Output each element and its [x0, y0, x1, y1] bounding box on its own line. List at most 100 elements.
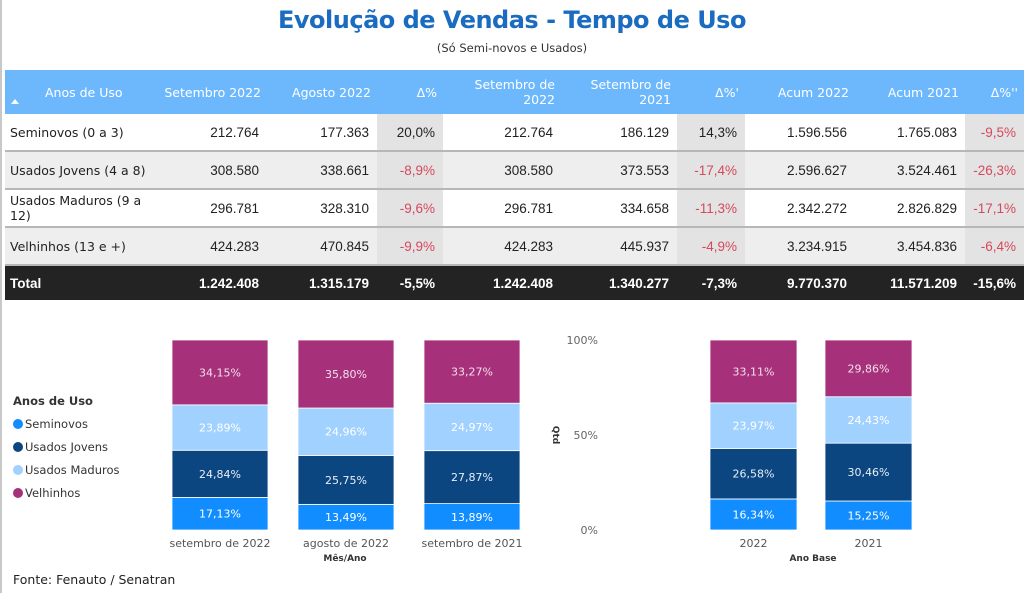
legend-item[interactable]: Usados Jovens [13, 435, 120, 458]
page-title: Evolução de Vendas - Tempo de Uso [278, 6, 746, 34]
column-header-4[interactable]: Setembro de 2022 [443, 70, 561, 114]
total-row[interactable]: Total 1.242.408 1.315.179 -5,5% 1.242.408 1.3… [5, 265, 1024, 300]
bar-segment[interactable] [709, 339, 798, 404]
y-tick-label: 100% [567, 334, 598, 347]
table-row[interactable]: Seminovos (0 a 3) 212.764 177.363 20,0% 212.… [5, 114, 1024, 152]
data-label: 24,84% [199, 468, 241, 481]
sales-matrix-table: Anos de Uso Setembro 2022 Agosto 2022 Δ% Set… [5, 70, 1024, 300]
column-header-label: Acum 2021 [887, 84, 959, 100]
delta-cell: -9,5% [965, 114, 1024, 152]
value-cell: 11.571.209 [855, 265, 965, 300]
data-label: 27,87% [451, 471, 493, 484]
value-cell: 373.553 [561, 151, 677, 190]
delta-cell: -9,9% [377, 227, 443, 266]
bar-segment[interactable] [171, 449, 269, 498]
value-cell: 2.596.627 [745, 151, 855, 190]
data-label: 25,75% [325, 474, 367, 487]
value-cell: 1.340.277 [561, 265, 677, 300]
bar-segment[interactable] [709, 498, 798, 531]
bar-segment[interactable] [824, 339, 913, 398]
page-subtitle: (Só Semi-novos e Usados) [436, 41, 588, 55]
value-cell: 1.315.179 [267, 265, 377, 300]
chart-legend: Anos de Uso Seminovos Usados Jovens Usados… [13, 394, 120, 504]
column-header-1[interactable]: Setembro 2022 [161, 70, 267, 114]
legend-label: Velhinhos [25, 485, 81, 500]
legend-dot-icon [13, 487, 23, 498]
table-row[interactable]: Usados Maduros (9 a 12) 296.781 328.310 -9,… [5, 189, 1024, 228]
bar-segment[interactable] [423, 503, 521, 531]
data-label: 24,43% [848, 414, 890, 427]
delta-cell: -17,1% [965, 189, 1024, 228]
value-cell: 212.764 [161, 114, 267, 152]
data-label: 16,34% [733, 508, 775, 521]
data-label: 30,46% [848, 466, 890, 479]
value-cell: 3.454.836 [855, 227, 965, 266]
legend-title: Anos de Uso [13, 394, 93, 408]
bar-segment[interactable] [171, 404, 269, 451]
data-label: 35,80% [325, 368, 367, 381]
legend-label: Usados Maduros [25, 462, 120, 477]
data-label: 23,89% [199, 422, 241, 435]
data-label: 33,11% [733, 365, 775, 378]
bar-segment[interactable] [297, 503, 395, 531]
value-cell: 177.363 [267, 114, 377, 152]
column-header-label: Δ%' [715, 84, 739, 100]
row-label: Total [5, 265, 161, 300]
column-header-label: Anos de Uso [45, 84, 123, 100]
column-header-6[interactable]: Δ%' [677, 70, 745, 114]
column-header-0[interactable]: Anos de Uso [5, 70, 161, 114]
row-label: Usados Jovens (4 a 8) [5, 151, 161, 190]
column-header-5[interactable]: Setembro de 2021 [561, 70, 677, 114]
x-tick-label: agosto de 2022 [303, 537, 389, 550]
column-header-label: Setembro 2022 [164, 84, 261, 100]
column-header-label: Setembro de 2021 [590, 77, 671, 107]
column-header-3[interactable]: Δ% [377, 70, 443, 114]
delta-cell: 14,3% [677, 114, 745, 152]
value-cell: 308.580 [161, 151, 267, 190]
value-cell: 2.342.272 [745, 189, 855, 228]
table-row[interactable]: Usados Jovens (4 a 8) 308.580 338.661 -8,9%… [5, 151, 1024, 190]
column-header-8[interactable]: Acum 2021 [855, 70, 965, 114]
value-cell: 9.770.370 [745, 265, 855, 300]
column-header-label: Agosto 2022 [292, 84, 371, 100]
delta-cell: -7,3% [677, 265, 745, 300]
bar-segment[interactable] [297, 407, 395, 456]
column-header-9[interactable]: Δ%'' [965, 70, 1024, 114]
bar-segment[interactable] [297, 455, 395, 505]
value-cell: 296.781 [161, 189, 267, 228]
legend-dot-icon [13, 464, 23, 475]
legend-item[interactable]: Seminovos [13, 412, 120, 435]
table-header-row: Anos de Uso Setembro 2022 Agosto 2022 Δ% Set… [5, 70, 1024, 114]
value-cell: 186.129 [561, 114, 677, 152]
delta-cell: -6,4% [965, 227, 1024, 266]
bar-segment[interactable] [423, 402, 521, 452]
value-cell: 296.781 [443, 189, 561, 228]
x-axis-title: Mês/Ano [323, 553, 366, 564]
data-label: 24,96% [325, 426, 367, 439]
column-header-label: Δ%'' [990, 84, 1018, 100]
delta-cell: -5,5% [377, 265, 443, 300]
value-cell: 1.242.408 [161, 265, 267, 300]
delta-cell: -11,3% [677, 189, 745, 228]
value-cell: 1.242.408 [443, 265, 561, 300]
bar-segment[interactable] [423, 339, 521, 404]
column-header-7[interactable]: Acum 2022 [745, 70, 855, 114]
value-cell: 1.765.083 [855, 114, 965, 152]
legend-item[interactable]: Velhinhos [13, 481, 120, 504]
column-header-label: Setembro de 2022 [474, 77, 555, 107]
column-header-label: Acum 2022 [777, 84, 849, 100]
sort-ascending-icon[interactable] [11, 99, 19, 104]
data-label: 13,89% [451, 511, 493, 524]
column-header-2[interactable]: Agosto 2022 [267, 70, 377, 114]
bar-segment[interactable] [423, 450, 521, 505]
bar-segment[interactable] [171, 339, 269, 406]
bar-segment[interactable] [297, 339, 395, 409]
legend-item[interactable]: Usados Maduros [13, 458, 120, 481]
data-label: 29,86% [848, 362, 890, 375]
table-row[interactable]: Velhinhos (13 e +) 424.283 470.845 -9,9% 424… [5, 227, 1024, 266]
bar-segment[interactable] [824, 500, 913, 531]
legend-label: Seminovos [25, 416, 88, 431]
column-header-label: Δ% [416, 84, 437, 100]
delta-cell: -8,9% [377, 151, 443, 190]
value-cell: 424.283 [161, 227, 267, 266]
